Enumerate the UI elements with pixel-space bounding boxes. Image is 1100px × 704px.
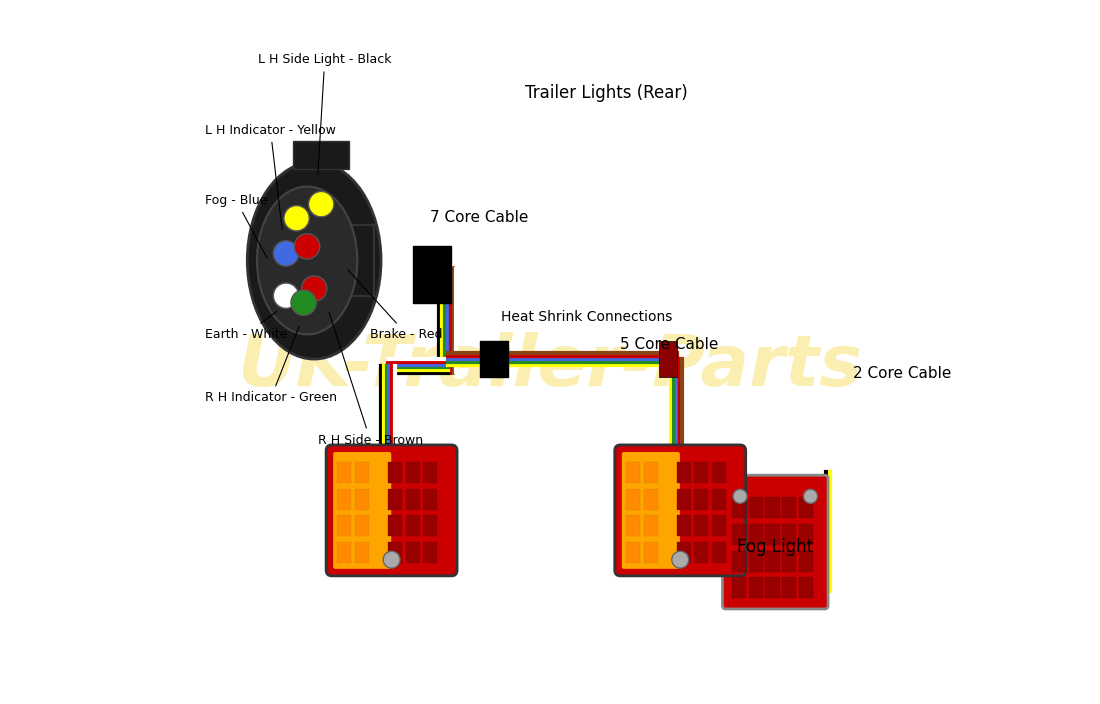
Circle shape — [273, 241, 299, 266]
Bar — [355, 542, 370, 563]
Bar — [782, 577, 796, 598]
Bar — [388, 515, 403, 536]
FancyBboxPatch shape — [615, 445, 746, 576]
Bar — [694, 515, 708, 536]
Text: 5 Core Cable: 5 Core Cable — [620, 337, 718, 352]
Bar — [732, 551, 746, 572]
Bar — [766, 551, 780, 572]
Bar — [676, 542, 691, 563]
Text: UK-Trailer-Parts: UK-Trailer-Parts — [238, 332, 862, 401]
Bar — [424, 462, 438, 483]
Text: L H Side Light - Black: L H Side Light - Black — [258, 54, 392, 174]
Bar — [676, 515, 691, 536]
Circle shape — [301, 276, 327, 301]
Text: Earth - White: Earth - White — [205, 311, 287, 341]
Text: 7 Core Cable: 7 Core Cable — [430, 210, 529, 225]
Bar — [626, 542, 640, 563]
Bar — [644, 489, 658, 510]
Ellipse shape — [257, 187, 358, 334]
Bar — [732, 577, 746, 598]
Bar — [406, 489, 420, 510]
Bar — [732, 524, 746, 545]
Bar — [800, 577, 813, 598]
Text: Fog - Blue: Fog - Blue — [205, 194, 267, 258]
Text: Brake - Red: Brake - Red — [348, 270, 443, 341]
Bar — [748, 577, 762, 598]
Circle shape — [273, 283, 299, 308]
Bar — [388, 462, 403, 483]
Bar — [748, 497, 762, 518]
Bar — [782, 497, 796, 518]
Bar — [712, 542, 726, 563]
Bar — [626, 462, 640, 483]
Bar — [406, 462, 420, 483]
Circle shape — [803, 489, 817, 503]
Bar — [338, 542, 352, 563]
Bar — [782, 524, 796, 545]
Circle shape — [383, 551, 400, 568]
Bar — [782, 551, 796, 572]
Bar — [732, 497, 746, 518]
Bar — [712, 515, 726, 536]
Bar — [766, 524, 780, 545]
Bar — [338, 462, 352, 483]
Bar — [626, 489, 640, 510]
Bar — [676, 489, 691, 510]
Text: L H Indicator - Yellow: L H Indicator - Yellow — [205, 124, 336, 230]
Text: R H Indicator - Green: R H Indicator - Green — [205, 327, 337, 404]
Bar — [336, 225, 374, 296]
Bar — [712, 489, 726, 510]
Bar — [480, 341, 508, 377]
Circle shape — [672, 551, 689, 568]
Bar — [659, 341, 676, 377]
Text: Heat Shrink Connections: Heat Shrink Connections — [500, 310, 672, 324]
Bar — [424, 489, 438, 510]
Text: 2 Core Cable: 2 Core Cable — [852, 365, 952, 381]
Bar — [766, 497, 780, 518]
Bar — [293, 141, 350, 169]
Bar — [694, 489, 708, 510]
FancyBboxPatch shape — [326, 445, 458, 576]
Bar — [424, 542, 438, 563]
Bar — [712, 462, 726, 483]
Circle shape — [733, 489, 747, 503]
Bar — [412, 246, 451, 303]
Bar — [355, 489, 370, 510]
Bar — [766, 577, 780, 598]
Bar — [644, 462, 658, 483]
Bar — [338, 489, 352, 510]
Text: R H Side - Brown: R H Side - Brown — [318, 313, 422, 446]
Bar — [644, 542, 658, 563]
FancyBboxPatch shape — [723, 475, 828, 609]
Bar — [800, 551, 813, 572]
Bar — [694, 542, 708, 563]
Bar — [800, 497, 813, 518]
Bar — [406, 542, 420, 563]
Bar — [388, 489, 403, 510]
Bar — [355, 515, 370, 536]
Bar — [388, 542, 403, 563]
Ellipse shape — [248, 162, 381, 359]
Bar — [355, 462, 370, 483]
Bar — [644, 515, 658, 536]
Circle shape — [295, 234, 320, 259]
Circle shape — [284, 206, 309, 231]
Bar — [406, 515, 420, 536]
Circle shape — [308, 191, 334, 217]
Bar — [626, 515, 640, 536]
FancyBboxPatch shape — [621, 452, 680, 569]
Bar — [676, 462, 691, 483]
Bar — [694, 462, 708, 483]
Bar — [800, 524, 813, 545]
FancyBboxPatch shape — [333, 452, 392, 569]
Circle shape — [290, 290, 317, 315]
Text: Trailer Lights (Rear): Trailer Lights (Rear) — [525, 84, 688, 103]
Text: Fog Light: Fog Light — [737, 538, 813, 556]
Bar — [748, 524, 762, 545]
Bar — [338, 515, 352, 536]
Bar — [424, 515, 438, 536]
Bar — [748, 551, 762, 572]
